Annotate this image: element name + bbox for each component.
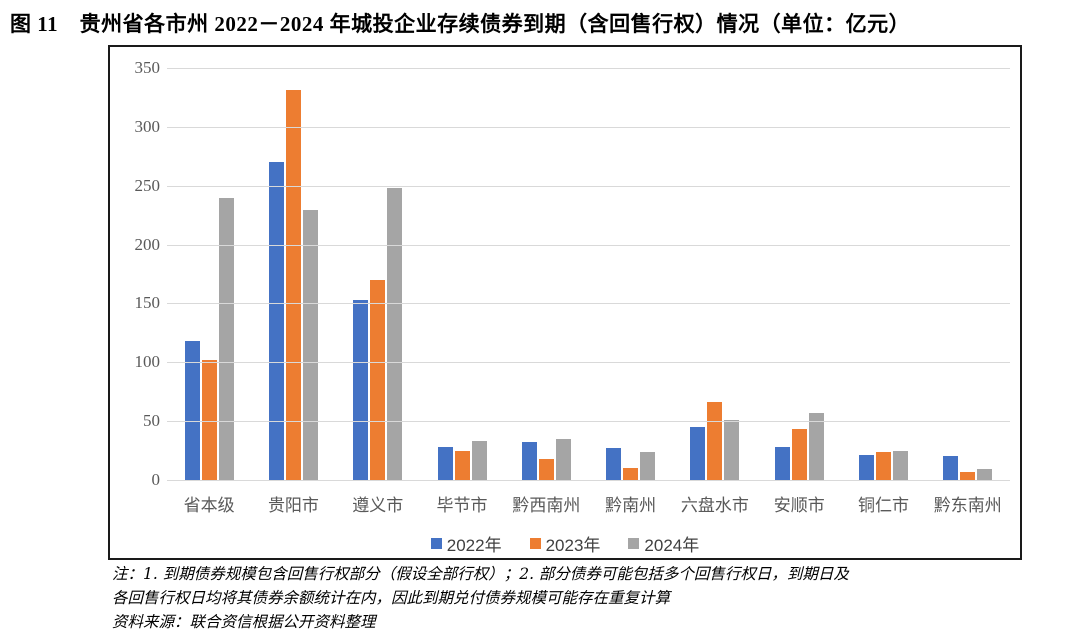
bar-group-9 <box>859 68 909 480</box>
bar <box>353 299 369 480</box>
y-axis: 350 300 250 200 150 100 50 0 <box>116 58 161 489</box>
gridline <box>167 421 1010 423</box>
legend-item: 2022年 <box>430 531 502 556</box>
bar <box>724 419 740 480</box>
legend-swatch-icon <box>628 538 640 549</box>
bar <box>774 447 790 480</box>
y-tick-label: 300 <box>134 116 161 136</box>
bar-group-8 <box>774 68 824 480</box>
y-tick-label: 100 <box>134 352 161 372</box>
gridline <box>167 244 1010 246</box>
x-tick-label: 省本级 <box>183 496 235 515</box>
y-tick-label: 150 <box>134 293 161 313</box>
x-tick-label: 遵义市 <box>352 496 404 515</box>
legend-swatch-icon <box>430 538 442 549</box>
y-tick-label: 50 <box>143 411 160 431</box>
x-tick-label: 六盘水市 <box>680 496 749 515</box>
bar <box>606 448 622 480</box>
bar-group-7 <box>690 68 740 480</box>
footnote-line: 资料来源：联合资信根据公开资料整理 <box>112 613 376 631</box>
bar-group-4 <box>437 68 487 480</box>
bar <box>437 447 453 480</box>
bar <box>791 429 807 480</box>
bar-group-3 <box>353 68 403 480</box>
legend: 2022年 2023年 2024年 <box>110 531 1020 556</box>
bar <box>521 442 537 480</box>
bar <box>268 162 284 480</box>
y-tick-label: 250 <box>134 175 161 195</box>
legend-item: 2023年 <box>529 531 601 556</box>
footnote-line: 注：1. 到期债券规模包含回售行权部分（假设全部行权）；2. 部分债券可能包括多… <box>112 565 849 583</box>
y-tick-label: 350 <box>134 58 161 77</box>
x-axis: 省本级 贵阳市 遵义市 毕节市 黔西南州 黔南州 六盘水市 安顺市 铜仁市 黔东南州 <box>167 491 1010 516</box>
bar <box>302 210 318 480</box>
x-tick-label: 贵阳市 <box>267 496 319 515</box>
x-tick-label: 黔南州 <box>605 496 657 515</box>
bar <box>471 441 487 480</box>
x-tick-label: 铜仁市 <box>858 496 910 515</box>
legend-label: 2023年 <box>545 536 601 555</box>
bar-group-6 <box>606 68 656 480</box>
legend-label: 2024年 <box>644 536 700 555</box>
gridline <box>167 185 1010 187</box>
gridline <box>167 362 1010 364</box>
footnote-line: 各回售行权日均将其债券余额统计在内，因此到期兑付债券规模可能存在重复计算 <box>112 589 671 607</box>
x-tick-label: 黔东南州 <box>933 496 1002 515</box>
gridline <box>167 480 1010 481</box>
x-tick-label: 毕节市 <box>436 496 488 515</box>
bar <box>808 412 824 480</box>
bar <box>387 188 403 480</box>
bar <box>538 458 554 480</box>
bar <box>184 341 200 480</box>
bar-group-10 <box>943 68 993 480</box>
x-tick-label: 安顺市 <box>773 496 825 515</box>
bar <box>690 427 706 480</box>
bar-groups <box>167 68 1010 480</box>
bar <box>943 456 959 480</box>
bar <box>370 279 386 480</box>
bar <box>977 469 993 480</box>
y-tick-label: 0 <box>151 470 161 489</box>
bar <box>201 359 217 480</box>
bar <box>555 438 571 480</box>
bar <box>876 451 892 480</box>
bar <box>960 471 976 480</box>
legend-label: 2022年 <box>446 536 502 555</box>
chart-box: 350 300 250 200 150 100 50 0 省本级 贵阳市 遵义市 毕节市 黔西南州 黔南… <box>108 45 1022 560</box>
plot-area <box>167 68 1010 481</box>
bar <box>707 402 723 480</box>
footnotes: 注：1. 到期债券规模包含回售行权部分（假设全部行权）；2. 部分债券可能包括多… <box>112 562 1022 634</box>
bar <box>454 450 470 480</box>
gridline <box>167 303 1010 305</box>
x-tick-label: 黔西南州 <box>512 496 581 515</box>
figure-title: 图 11 贵州省各市州 2022－2024 年城投企业存续债券到期（含回售行权）… <box>10 12 911 36</box>
gridline <box>167 126 1010 128</box>
gridline <box>167 68 1010 69</box>
bar-group-5 <box>521 68 571 480</box>
bar <box>623 468 639 480</box>
bar <box>893 450 909 480</box>
bar <box>640 451 656 480</box>
legend-swatch-icon <box>529 538 541 549</box>
bar <box>859 455 875 480</box>
y-tick-label: 200 <box>134 234 161 254</box>
bar <box>218 197 234 480</box>
bar <box>285 90 301 480</box>
bar-group-2 <box>268 68 318 480</box>
legend-item: 2024年 <box>628 531 699 556</box>
bar-group-1 <box>184 68 234 480</box>
